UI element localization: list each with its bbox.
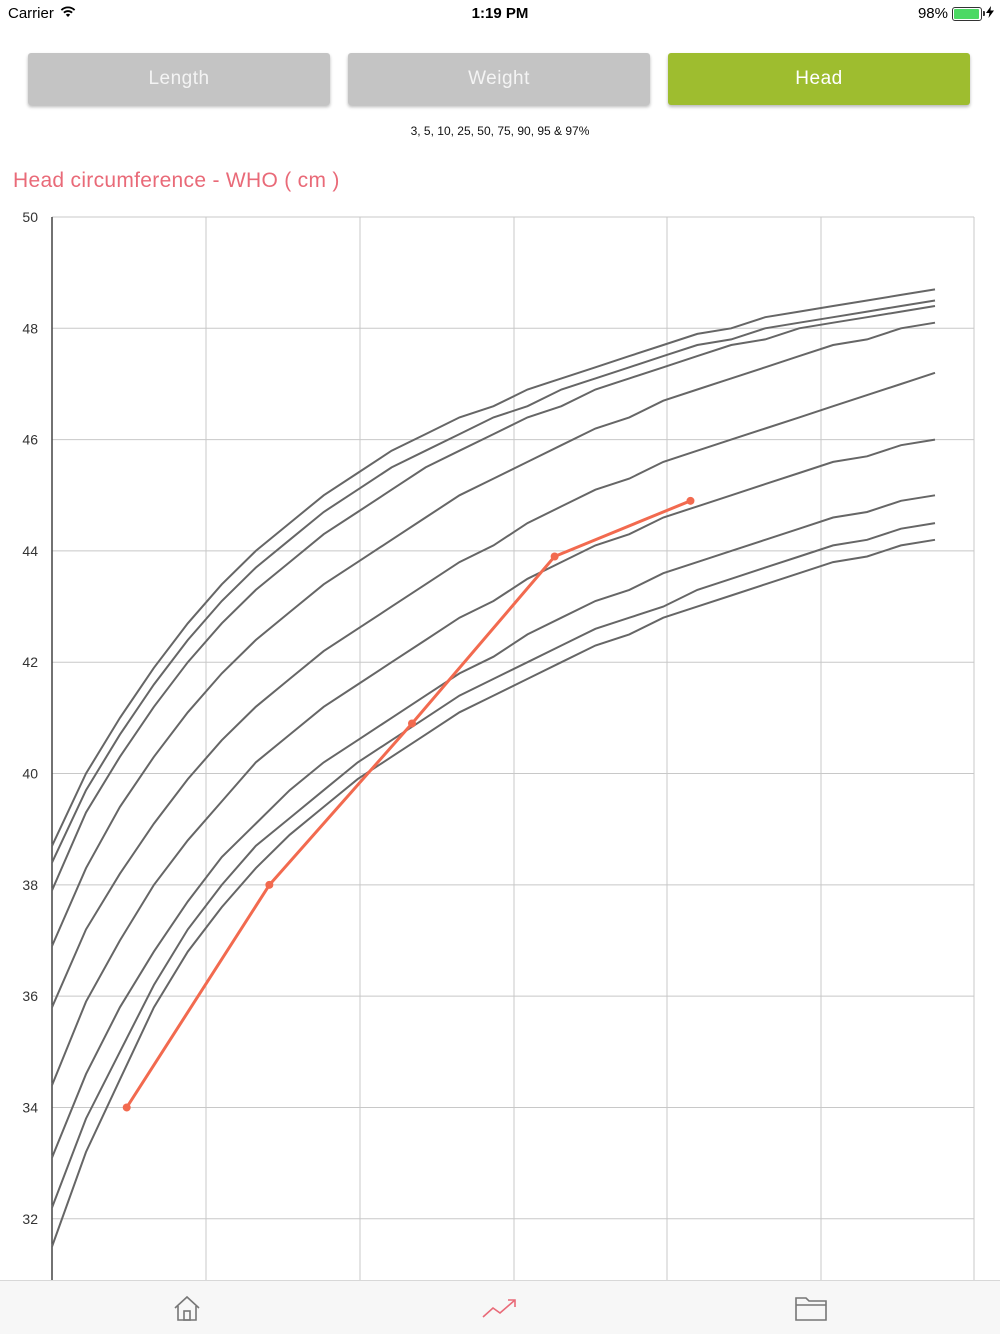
clock: 1:19 PM bbox=[471, 5, 529, 22]
child-measurement-line bbox=[125, 499, 692, 1109]
y-axis-labels: 32 34 36 38 40 42 44 46 48 50 bbox=[22, 209, 38, 1227]
tab-length[interactable]: Length bbox=[28, 53, 330, 105]
percentile-curve-25 bbox=[51, 438, 936, 1086]
y-tick-label: 34 bbox=[22, 1099, 38, 1115]
battery-icon bbox=[952, 6, 985, 21]
tab-weight[interactable]: Weight bbox=[348, 53, 650, 105]
measurement-point[interactable] bbox=[686, 496, 695, 505]
percentile-caption: 3, 5, 10, 25, 50, 75, 90, 95 & 97% bbox=[410, 124, 590, 138]
tab-records[interactable] bbox=[792, 1291, 832, 1325]
growth-chart[interactable]: 32 34 36 38 40 42 44 46 48 50 bbox=[0, 200, 1000, 1280]
tab-head[interactable]: Head bbox=[668, 53, 970, 105]
carrier-label: Carrier bbox=[8, 5, 54, 22]
percentile-curve-10 bbox=[51, 494, 936, 1158]
tab-home[interactable] bbox=[167, 1291, 207, 1325]
charging-icon bbox=[986, 5, 994, 22]
home-icon bbox=[174, 1295, 200, 1321]
carrier-indicator: Carrier bbox=[8, 5, 76, 22]
chart-title: Head circumference - WHO ( cm ) bbox=[13, 169, 340, 192]
y-tick-label: 42 bbox=[22, 654, 38, 670]
y-tick-label: 46 bbox=[22, 432, 38, 448]
status-bar: Carrier 1:19 PM 98% bbox=[0, 0, 1000, 28]
wifi-icon bbox=[60, 5, 76, 22]
folder-icon bbox=[795, 1297, 827, 1321]
y-tick-label: 40 bbox=[22, 766, 38, 782]
percentile-curve-95 bbox=[51, 299, 936, 864]
y-tick-label: 36 bbox=[22, 988, 38, 1004]
percentile-curve-3 bbox=[51, 538, 936, 1247]
chart-grid bbox=[51, 216, 975, 1280]
growth-chart-icon bbox=[482, 1299, 516, 1318]
percentile-curve-97 bbox=[51, 288, 936, 847]
y-tick-label: 38 bbox=[22, 877, 38, 893]
y-tick-label: 50 bbox=[22, 209, 38, 225]
y-tick-label: 48 bbox=[22, 320, 38, 336]
measurement-point[interactable] bbox=[122, 1103, 131, 1112]
percentile-curve-50 bbox=[51, 371, 936, 1008]
battery-percent: 98% bbox=[917, 5, 948, 22]
measurement-point[interactable] bbox=[550, 552, 559, 561]
child-measurements bbox=[122, 496, 695, 1112]
battery-indicator: 98% bbox=[918, 5, 994, 22]
percentile-curve-5 bbox=[51, 522, 936, 1208]
percentile-curve-90 bbox=[51, 305, 936, 891]
tab-growth-chart[interactable] bbox=[480, 1291, 520, 1325]
bottom-tab-bar bbox=[0, 1280, 1000, 1334]
y-tick-label: 32 bbox=[22, 1211, 38, 1227]
measurement-point[interactable] bbox=[407, 719, 416, 728]
percentile-curve-75 bbox=[51, 321, 936, 947]
percentile-curves bbox=[51, 288, 936, 1247]
y-tick-label: 44 bbox=[22, 543, 38, 559]
measurement-point[interactable] bbox=[265, 880, 274, 889]
